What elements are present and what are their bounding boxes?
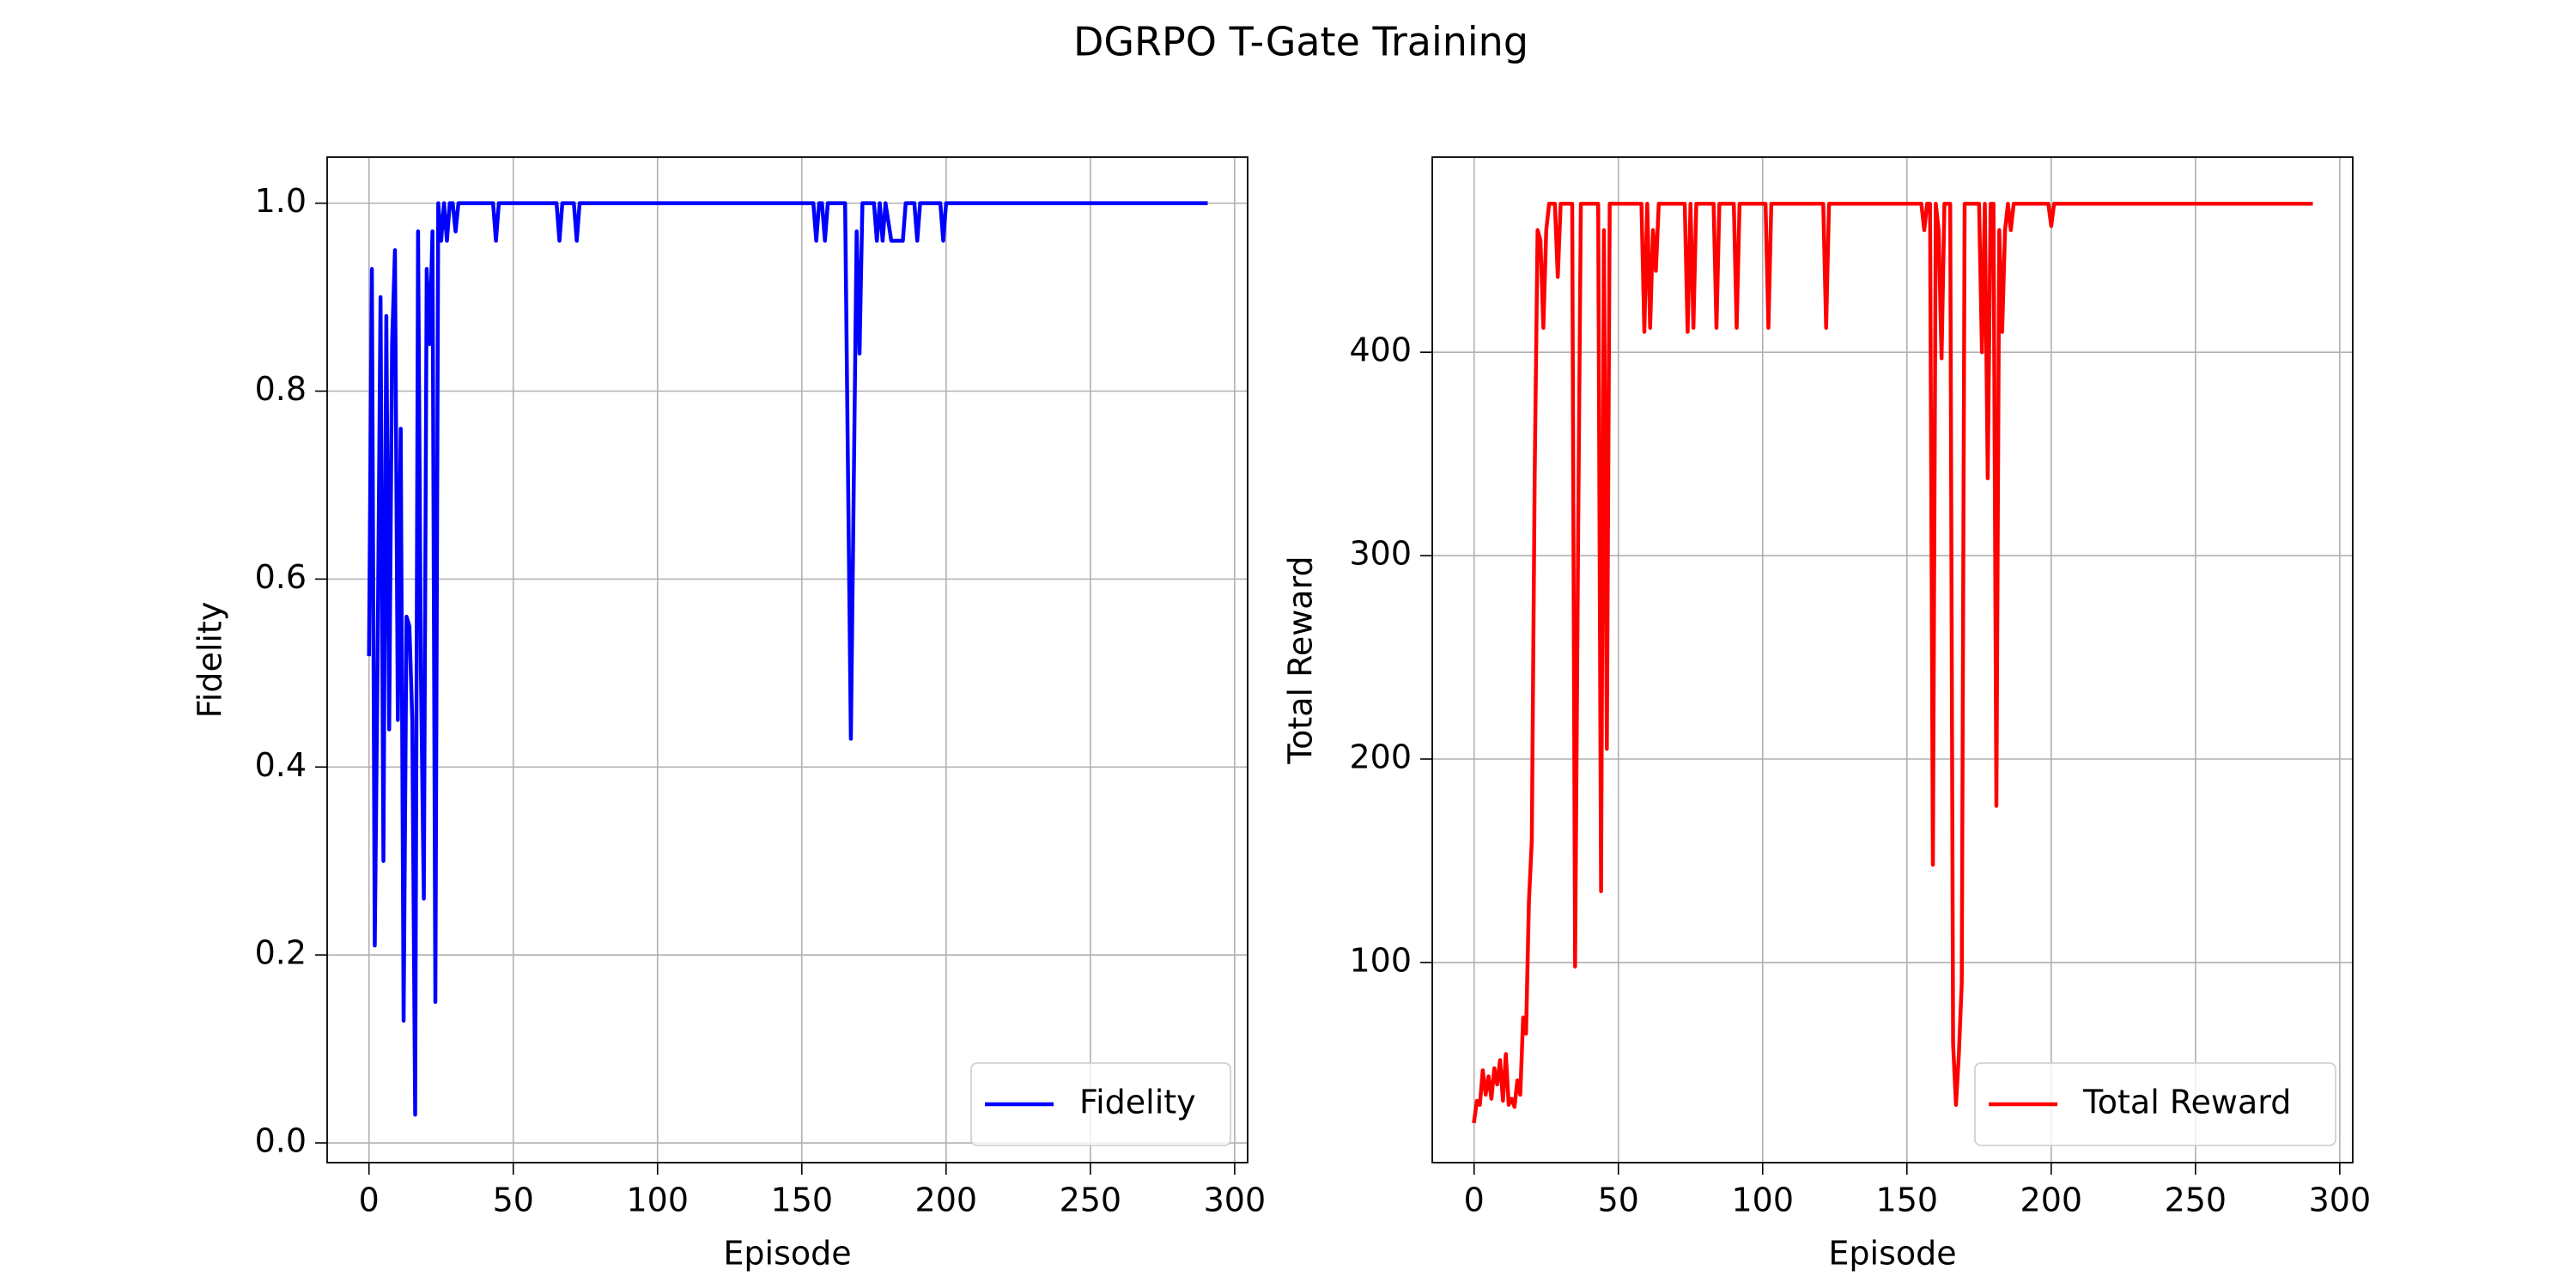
plot-area — [367, 201, 1208, 1117]
y-tick-label: 0.8 — [255, 370, 307, 408]
y-tick-label: 0.2 — [255, 934, 307, 972]
y-tick-label: 0.0 — [255, 1122, 307, 1160]
x-tick-label: 50 — [493, 1182, 534, 1219]
legend-box — [970, 1062, 1231, 1146]
data-line — [367, 201, 1208, 1117]
subplot: 0 50 100 150 200 250 300 100 200 300 400 Episode Tot… — [1282, 156, 2372, 1273]
y-tick-label: 400 — [1349, 331, 1412, 369]
legend: Total Reward — [1974, 1062, 2336, 1146]
x-tick-label: 0 — [359, 1182, 380, 1219]
x-tick-label: 50 — [1598, 1182, 1639, 1219]
x-tick-label: 100 — [627, 1182, 690, 1219]
y-axis-label: Total Reward — [1282, 556, 1320, 764]
y-tick-label: 0.6 — [255, 558, 307, 596]
legend-box — [1974, 1062, 2336, 1146]
legend-label: Fidelity — [1079, 1084, 1196, 1121]
y-tick-label: 200 — [1349, 738, 1412, 775]
legend-label: Total Reward — [2082, 1084, 2291, 1121]
subplot: 0 50 100 150 200 250 300 0.0 0.2 0.4 0.6 0.8 1.0 Epis… — [191, 156, 1267, 1273]
x-tick-label: 150 — [771, 1182, 834, 1219]
y-tick-label: 300 — [1349, 535, 1412, 573]
plot-area — [1472, 202, 2313, 1124]
x-tick-label: 300 — [2309, 1182, 2372, 1219]
x-tick-label: 200 — [2020, 1182, 2083, 1219]
x-tick-label: 200 — [915, 1182, 978, 1219]
x-tick-label: 0 — [1464, 1182, 1485, 1219]
axes-frame — [326, 156, 1249, 1163]
y-axis-label: Fidelity — [191, 602, 229, 719]
x-tick-label: 250 — [1060, 1182, 1122, 1219]
x-axis-label: Episode — [723, 1235, 851, 1273]
y-tick-label: 100 — [1349, 941, 1412, 979]
legend: Fidelity — [970, 1062, 1231, 1146]
x-tick-label: 150 — [1876, 1182, 1939, 1219]
y-tick-label: 1.0 — [255, 182, 307, 220]
figure-title: DGRPO T-Gate Training — [1073, 19, 1528, 65]
x-tick-label: 100 — [1732, 1182, 1795, 1219]
axes-frame — [1431, 156, 2354, 1163]
x-axis-label: Episode — [1828, 1235, 1956, 1273]
x-tick-label: 300 — [1204, 1182, 1267, 1219]
data-line — [1472, 202, 2313, 1124]
x-tick-label: 250 — [2165, 1182, 2227, 1219]
y-tick-label: 0.4 — [255, 746, 307, 784]
